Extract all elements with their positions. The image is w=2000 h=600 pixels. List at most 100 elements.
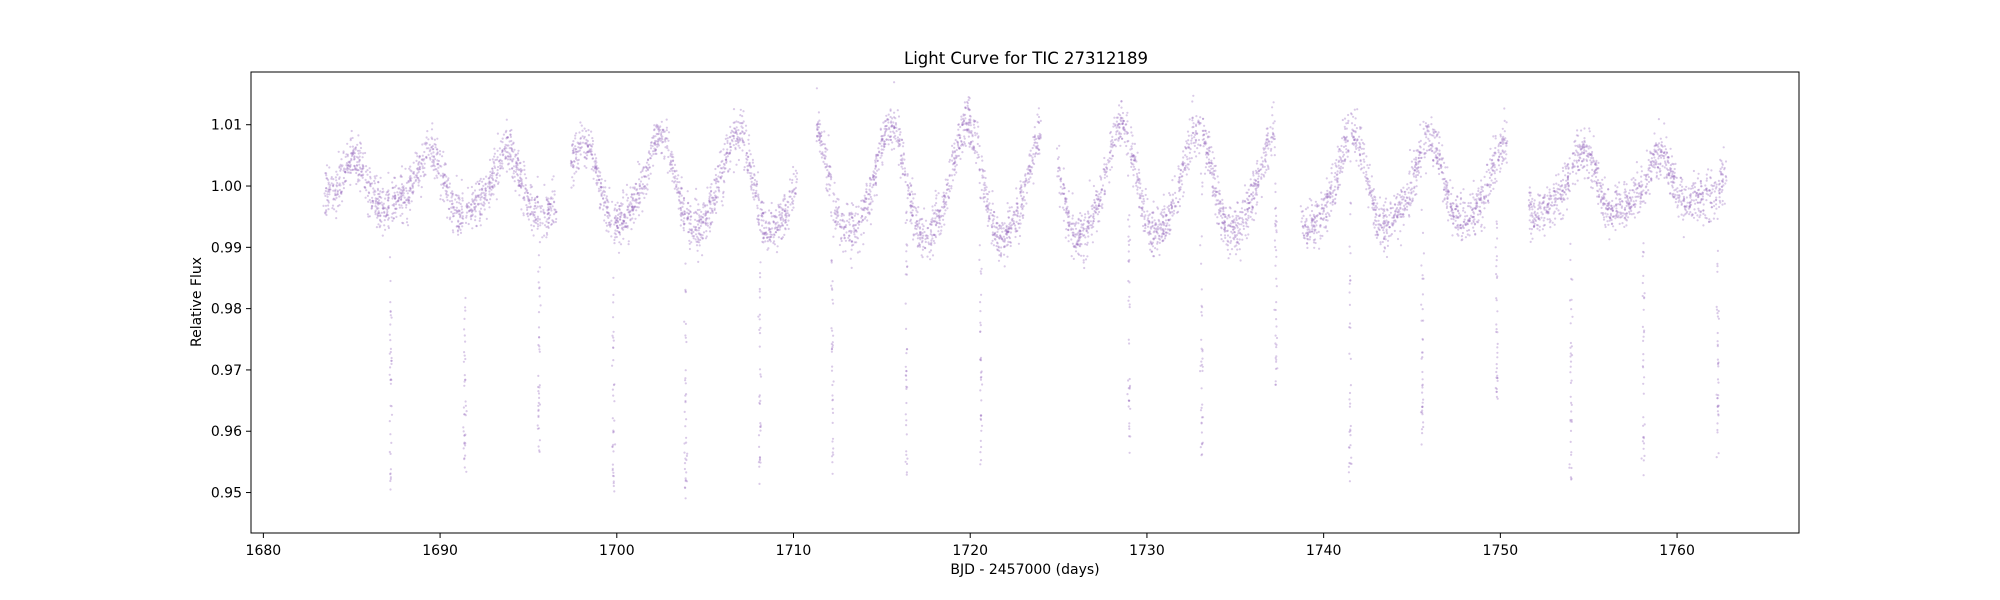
flux-point (325, 210, 328, 213)
flux-point (469, 209, 472, 212)
flux-point (1324, 193, 1327, 196)
flux-point (1211, 167, 1215, 170)
flux-point (470, 203, 473, 206)
flux-point (735, 143, 738, 146)
flux-point (883, 140, 886, 143)
flux-point (519, 185, 522, 188)
flux-point (353, 158, 356, 161)
flux-point (479, 193, 482, 196)
flux-point (679, 224, 682, 227)
flux-point (826, 169, 829, 172)
flux-point (387, 194, 390, 197)
flux-point (663, 138, 667, 141)
flux-point (1130, 162, 1134, 165)
flux-point (753, 182, 756, 185)
flux-point (824, 147, 827, 150)
flux-point (1099, 191, 1102, 194)
flux-point (418, 156, 421, 159)
flux-point (1006, 210, 1010, 213)
flux-point (1228, 206, 1231, 209)
flux-point (1082, 261, 1085, 264)
flux-point (923, 207, 926, 210)
flux-point (769, 235, 772, 238)
flux-point (951, 168, 954, 171)
flux-point (1124, 123, 1127, 126)
flux-point (400, 192, 403, 195)
flux-point (1164, 215, 1168, 218)
flux-point (977, 136, 980, 139)
flux-point (506, 136, 509, 139)
flux-point (929, 249, 933, 252)
flux-point (366, 194, 369, 197)
flux-point (1065, 207, 1068, 210)
flux-point (1090, 233, 1093, 236)
flux-point (860, 220, 863, 224)
flux-point (425, 136, 428, 139)
flux-point (578, 149, 582, 152)
flux-point (1233, 245, 1236, 248)
flux-point (323, 192, 326, 195)
flux-point (945, 183, 949, 186)
flux-point (349, 160, 352, 163)
flux-point (745, 152, 748, 155)
flux-point (1187, 163, 1190, 166)
flux-point (738, 136, 741, 140)
flux-point (632, 213, 635, 216)
flux-point (529, 186, 532, 189)
flux-point (1267, 166, 1270, 169)
flux-point (726, 148, 729, 151)
flux-point (551, 178, 554, 181)
flux-point (732, 108, 736, 111)
flux-point (727, 152, 730, 155)
flux-point (445, 185, 448, 188)
flux-point (477, 203, 480, 206)
flux-point (1208, 135, 1211, 138)
flux-point (725, 134, 728, 137)
flux-point (581, 135, 584, 138)
flux-point (452, 231, 455, 234)
flux-point (458, 201, 461, 204)
flux-point (374, 190, 377, 193)
flux-point (1108, 151, 1111, 154)
flux-point (472, 199, 476, 202)
flux-point (900, 154, 903, 157)
flux-point (910, 200, 913, 203)
flux-point (466, 206, 469, 209)
flux-point (585, 130, 588, 133)
flux-point (745, 161, 748, 164)
flux-point (1258, 169, 1261, 173)
flux-point (382, 202, 385, 205)
flux-point (577, 167, 580, 170)
flux-point (526, 189, 529, 192)
flux-point (508, 168, 511, 171)
flux-point (1216, 216, 1219, 219)
flux-point (571, 144, 574, 147)
flux-point (539, 210, 543, 213)
flux-point (515, 160, 518, 163)
flux-point (850, 240, 853, 243)
flux-point (499, 164, 502, 167)
flux-point (1161, 240, 1164, 243)
flux-point (641, 210, 644, 213)
flux-point (687, 231, 690, 234)
flux-point (1030, 154, 1033, 157)
flux-point (376, 216, 379, 219)
flux-point (886, 128, 889, 131)
flux-point (1009, 244, 1012, 248)
flux-point (1253, 197, 1256, 200)
flux-point (782, 208, 785, 211)
flux-point (865, 188, 868, 191)
flux-point (855, 236, 858, 239)
flux-point (473, 202, 476, 205)
flux-point (986, 224, 989, 227)
flux-point (591, 139, 595, 143)
flux-point (711, 211, 714, 214)
flux-point (1181, 195, 1185, 198)
flux-point (399, 175, 402, 178)
flux-point (391, 197, 394, 200)
flux-point (983, 181, 986, 184)
flux-point (336, 193, 339, 196)
flux-point (374, 202, 377, 205)
flux-point (430, 152, 433, 155)
flux-point (583, 165, 586, 168)
